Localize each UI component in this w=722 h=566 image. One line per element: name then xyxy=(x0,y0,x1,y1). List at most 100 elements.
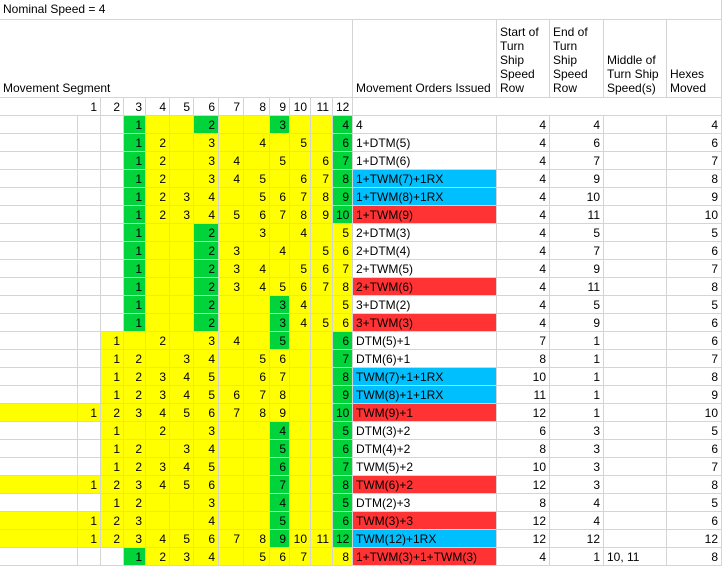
segment-cell[interactable] xyxy=(170,512,194,530)
segment-cell[interactable] xyxy=(170,260,194,278)
segment-cell[interactable]: 6 xyxy=(333,440,353,458)
hexes-moved-cell[interactable]: 10 xyxy=(667,206,722,224)
segment-cell[interactable] xyxy=(290,494,311,512)
segment-cell[interactable]: 5 xyxy=(270,332,290,350)
hexes-moved-cell[interactable]: 7 xyxy=(667,152,722,170)
segment-cell[interactable]: 1 xyxy=(124,260,146,278)
end-speed-cell[interactable]: 5 xyxy=(550,296,604,314)
middle-speed-cell[interactable] xyxy=(604,368,667,386)
end-speed-cell[interactable]: 12 xyxy=(550,530,604,548)
segment-cell[interactable] xyxy=(270,170,290,188)
segment-cell[interactable]: 3 xyxy=(194,494,219,512)
segment-cell[interactable]: 8 xyxy=(333,368,353,386)
segment-cell[interactable]: 8 xyxy=(311,188,333,206)
segment-cell[interactable]: 5 xyxy=(270,440,290,458)
segment-cell[interactable]: 1 xyxy=(124,188,146,206)
start-speed-cell[interactable]: 8 xyxy=(497,350,550,368)
segment-cell[interactable]: 7 xyxy=(333,260,353,278)
segment-cell[interactable] xyxy=(290,116,311,134)
segment-cell[interactable]: 6 xyxy=(194,476,219,494)
segment-cell[interactable]: 6 xyxy=(311,152,333,170)
segment-cell[interactable] xyxy=(124,332,146,350)
order-cell[interactable]: 2+TWM(6) xyxy=(353,278,497,296)
end-speed-cell[interactable]: 11 xyxy=(550,206,604,224)
segment-cell[interactable]: 7 xyxy=(311,170,333,188)
segment-cell[interactable] xyxy=(290,512,311,530)
hexes-moved-cell[interactable]: 7 xyxy=(667,350,722,368)
segment-cell[interactable] xyxy=(78,296,101,314)
segment-cell[interactable]: 12 xyxy=(333,530,353,548)
segment-cell[interactable] xyxy=(219,368,244,386)
segment-cell[interactable] xyxy=(311,548,333,566)
segment-cell[interactable]: 5 xyxy=(290,260,311,278)
order-cell[interactable]: DTM(6)+1 xyxy=(353,350,497,368)
segment-cell[interactable]: 2 xyxy=(146,332,170,350)
segment-cell[interactable] xyxy=(78,386,101,404)
segment-cell[interactable]: 5 xyxy=(244,350,270,368)
segment-cell[interactable]: 6 xyxy=(194,530,219,548)
start-speed-cell[interactable]: 4 xyxy=(497,260,550,278)
segment-cell[interactable] xyxy=(101,152,124,170)
hexes-moved-cell[interactable]: 9 xyxy=(667,188,722,206)
segment-cell[interactable]: 4 xyxy=(270,422,290,440)
row-lead-cell[interactable] xyxy=(0,476,78,494)
segment-cell[interactable] xyxy=(244,116,270,134)
segment-cell[interactable]: 6 xyxy=(244,368,270,386)
segment-cell[interactable]: 4 xyxy=(290,314,311,332)
segment-number-11[interactable]: 11 xyxy=(311,98,333,116)
order-cell[interactable]: TWM(6)+2 xyxy=(353,476,497,494)
order-cell[interactable]: 1+TWM(9) xyxy=(353,206,497,224)
middle-speed-cell[interactable] xyxy=(604,188,667,206)
segment-cell[interactable]: 2 xyxy=(101,476,124,494)
middle-speed-cell[interactable] xyxy=(604,278,667,296)
segment-cell[interactable]: 1 xyxy=(124,134,146,152)
row-lead-cell[interactable] xyxy=(0,242,78,260)
segment-cell[interactable] xyxy=(124,422,146,440)
segment-cell[interactable]: 3 xyxy=(219,260,244,278)
hexes-moved-cell[interactable]: 10 xyxy=(667,404,722,422)
segment-cell[interactable] xyxy=(219,548,244,566)
start-speed-cell[interactable]: 11 xyxy=(497,386,550,404)
segment-cell[interactable]: 4 xyxy=(290,224,311,242)
middle-speed-cell[interactable] xyxy=(604,152,667,170)
segment-cell[interactable]: 5 xyxy=(333,296,353,314)
row-lead-cell[interactable] xyxy=(0,440,78,458)
segment-cell[interactable]: 4 xyxy=(194,512,219,530)
segment-cell[interactable]: 5 xyxy=(311,314,333,332)
segment-number-7[interactable]: 7 xyxy=(219,98,244,116)
segment-cell[interactable] xyxy=(101,260,124,278)
row-lead-cell[interactable] xyxy=(0,458,78,476)
hexes-moved-cell[interactable]: 4 xyxy=(667,116,722,134)
end-speed-cell[interactable]: 11 xyxy=(550,278,604,296)
segment-cell[interactable]: 3 xyxy=(244,224,270,242)
segment-cell[interactable] xyxy=(219,134,244,152)
segment-cell[interactable]: 3 xyxy=(194,134,219,152)
header-middle-speed[interactable]: Middle of Turn Ship Speed(s) xyxy=(604,20,667,98)
segment-cell[interactable] xyxy=(244,314,270,332)
segment-cell[interactable] xyxy=(244,422,270,440)
segment-cell[interactable]: 2 xyxy=(101,404,124,422)
segment-cell[interactable] xyxy=(311,458,333,476)
segment-cell[interactable]: 6 xyxy=(311,260,333,278)
order-cell[interactable]: 1+DTM(5) xyxy=(353,134,497,152)
segment-cell[interactable] xyxy=(290,368,311,386)
segment-cell[interactable]: 6 xyxy=(333,242,353,260)
row-lead-cell[interactable] xyxy=(0,206,78,224)
segment-cell[interactable]: 2 xyxy=(194,278,219,296)
end-speed-cell[interactable]: 9 xyxy=(550,170,604,188)
segment-cell[interactable]: 6 xyxy=(244,206,270,224)
segment-cell[interactable]: 4 xyxy=(194,440,219,458)
start-speed-cell[interactable]: 4 xyxy=(497,296,550,314)
segment-cell[interactable]: 4 xyxy=(170,368,194,386)
segment-cell[interactable]: 2 xyxy=(194,224,219,242)
segment-cell[interactable]: 1 xyxy=(101,422,124,440)
segment-cell[interactable]: 3 xyxy=(194,422,219,440)
segment-cell[interactable]: 1 xyxy=(124,206,146,224)
segment-cell[interactable] xyxy=(219,476,244,494)
end-speed-cell[interactable]: 7 xyxy=(550,242,604,260)
segment-cell[interactable]: 3 xyxy=(270,314,290,332)
start-speed-cell[interactable]: 4 xyxy=(497,152,550,170)
segment-cell[interactable]: 9 xyxy=(333,386,353,404)
segment-cell[interactable] xyxy=(290,440,311,458)
segment-cell[interactable] xyxy=(146,494,170,512)
